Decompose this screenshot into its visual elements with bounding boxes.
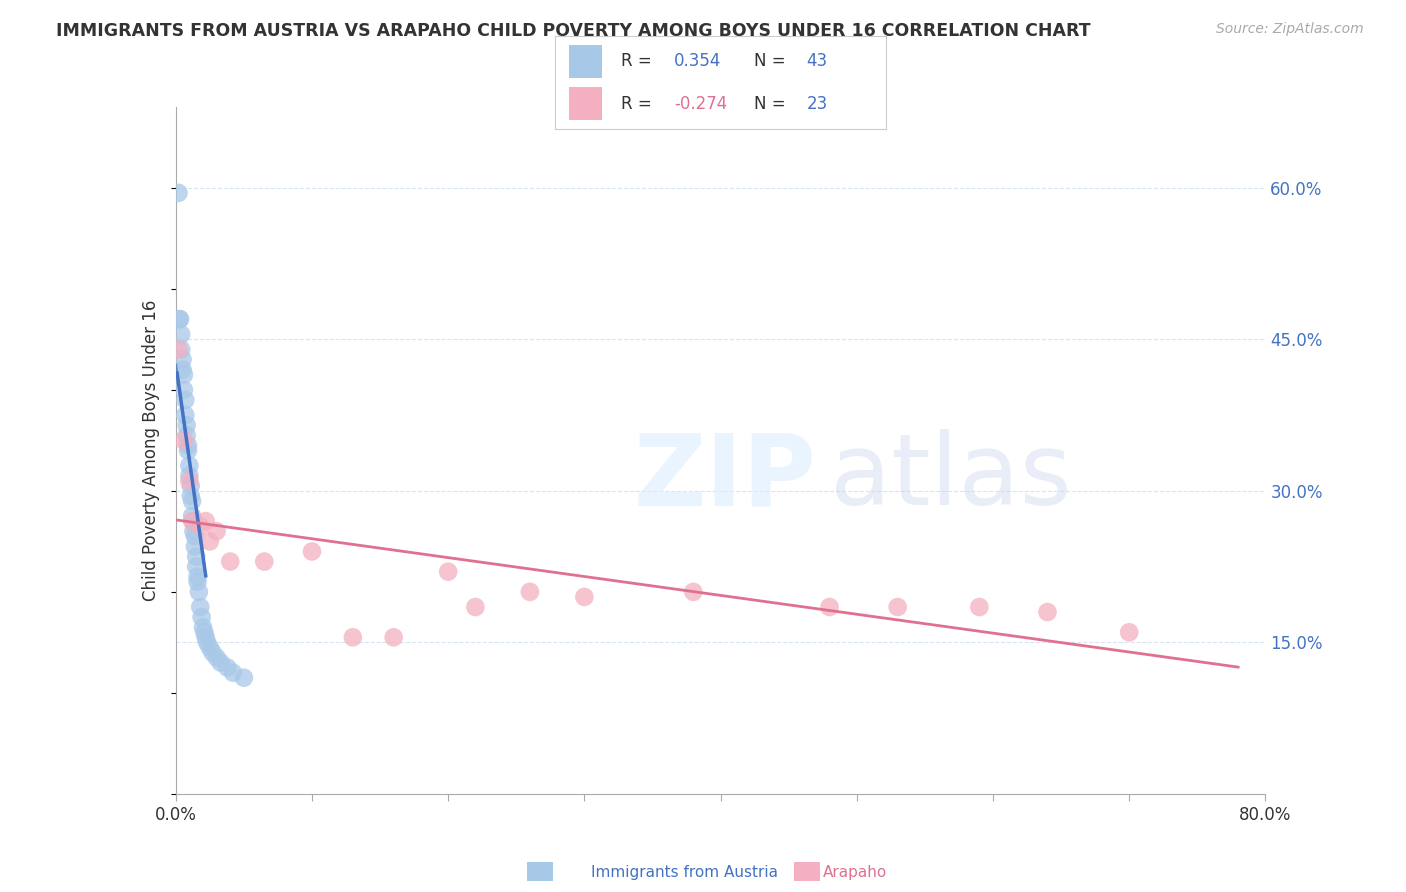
Point [574,590,596,604]
Point [172,352,194,367]
Point [342,630,364,644]
Text: 43: 43 [807,52,828,70]
Point [205,650,228,665]
Point [177,438,200,452]
Point [198,534,221,549]
Text: IMMIGRANTS FROM AUSTRIA VS ARAPAHO CHILD POVERTY AMONG BOYS UNDER 16 CORRELATION: IMMIGRANTS FROM AUSTRIA VS ARAPAHO CHILD… [56,22,1091,40]
Text: R =: R = [621,52,658,70]
Point [180,489,202,503]
Point [167,343,190,357]
Point [190,610,212,624]
Point [437,565,460,579]
Point [181,514,204,528]
Point [1036,605,1059,619]
Point [169,312,191,326]
Point [222,665,245,680]
Text: Immigrants from Austria: Immigrants from Austria [591,865,778,880]
Point [176,418,198,433]
Y-axis label: Child Poverty Among Boys Under 16: Child Poverty Among Boys Under 16 [142,300,160,601]
Point [170,327,193,342]
Point [173,383,195,397]
Point [186,559,208,574]
Text: Source: ZipAtlas.com: Source: ZipAtlas.com [1216,22,1364,37]
Point [205,524,228,539]
Point [232,671,254,685]
Point [170,343,193,357]
Point [464,600,486,615]
Point [1118,625,1140,640]
Point [174,392,197,407]
Point [186,574,209,589]
Point [179,458,201,473]
Point [198,640,221,655]
Point [186,549,208,564]
Text: 23: 23 [807,95,828,113]
Point [187,585,209,599]
Point [183,514,205,528]
Point [191,620,214,634]
Point [179,474,201,488]
Point [301,544,323,558]
Point [253,555,276,569]
Point [173,368,195,382]
Point [209,656,232,670]
Text: Arapaho: Arapaho [823,865,887,880]
Text: atlas: atlas [830,429,1071,526]
Text: N =: N = [754,52,790,70]
Point [167,186,190,200]
Text: 0.354: 0.354 [675,52,721,70]
Point [180,479,202,493]
Point [188,519,211,533]
Point [519,585,541,599]
Point [177,443,200,458]
Point [194,630,217,644]
Point [818,600,841,615]
Point [184,529,207,543]
Point [183,524,205,539]
Point [969,600,991,615]
Point [174,408,197,422]
Text: R =: R = [621,95,658,113]
Point [195,635,218,649]
Point [181,494,204,508]
Point [181,509,204,524]
Point [186,570,209,584]
Point [201,645,224,659]
Point [169,312,191,326]
Point [682,585,704,599]
Point [173,434,195,448]
Bar [568,87,602,120]
Point [176,428,198,442]
Point [886,600,908,615]
Text: N =: N = [754,95,790,113]
Point [194,514,217,528]
Point [193,625,215,640]
Text: -0.274: -0.274 [675,95,727,113]
Bar [568,45,602,78]
Text: ZIP: ZIP [633,429,817,526]
Point [188,600,211,615]
Point [219,555,242,569]
Point [382,630,405,644]
Point [217,660,239,674]
Point [184,540,207,554]
Point [179,468,201,483]
Point [172,362,194,376]
